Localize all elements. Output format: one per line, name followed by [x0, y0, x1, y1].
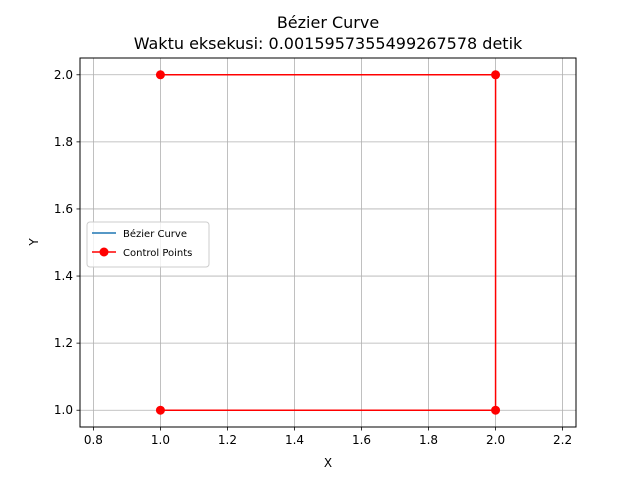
y-axis-label: Y	[27, 238, 41, 247]
control-point-marker	[155, 70, 165, 80]
x-tick-label: 1.0	[151, 433, 170, 447]
x-tick-label: 0.8	[84, 433, 103, 447]
y-tick-label: 1.4	[54, 269, 73, 283]
legend-label-control-points: Control Points	[123, 248, 192, 259]
y-tick-label: 2.0	[54, 68, 73, 82]
control-point-marker	[491, 70, 501, 80]
legend-marker-control-points	[99, 247, 109, 257]
x-axis-label: X	[324, 456, 332, 470]
legend-label-bezier-curve: Bézier Curve	[123, 228, 187, 240]
x-tick-label: 2.0	[486, 433, 505, 447]
series-layer	[155, 70, 501, 415]
y-tick-label: 1.6	[54, 202, 73, 216]
x-tick-label: 1.8	[419, 433, 438, 447]
x-tick-label: 2.2	[553, 433, 572, 447]
plot-frame	[79, 57, 577, 428]
x-tick-label: 1.4	[285, 433, 304, 447]
tick-layer: 0.8 1.0 1.2 1.4 1.6 1.8 2.0 2.2 1.0 1.2 1.4 1.6 1.8 2…	[54, 68, 572, 447]
control-point-marker	[155, 405, 165, 415]
series-line-control-points	[160, 74, 497, 411]
legend: Bézier Curve Control Points	[86, 221, 210, 268]
y-tick-label: 1.8	[54, 135, 73, 149]
control-point-marker	[491, 405, 501, 415]
y-tick-label: 1.2	[54, 336, 73, 350]
y-tick-label: 1.0	[54, 403, 73, 417]
x-tick-label: 1.2	[218, 433, 237, 447]
legend-box	[86, 221, 210, 268]
chart-subtitle: Waktu eksekusi: 0.0015957355499267578 de…	[134, 34, 523, 53]
x-tick-label: 1.6	[352, 433, 371, 447]
chart-title: Bézier Curve	[277, 13, 379, 32]
